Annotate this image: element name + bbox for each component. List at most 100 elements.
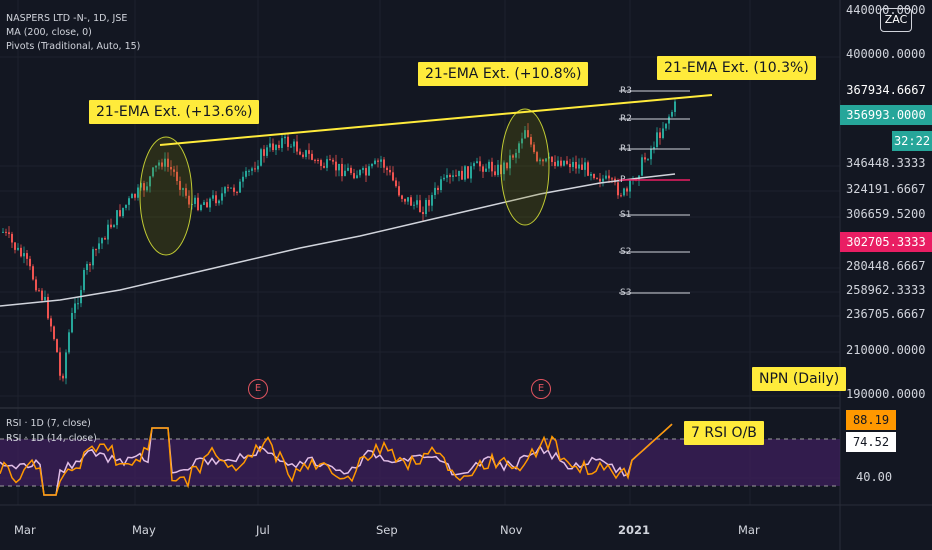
candle-body [395,180,397,187]
candle-body [491,161,493,172]
pivot-label-r2: R2 [620,114,632,124]
earnings-marker[interactable]: E [531,379,551,399]
candle-body [302,154,304,157]
candle-body [527,130,529,138]
callout-ema-1[interactable]: 21-EMA Ext. (+13.6%) [89,100,260,124]
ma-legend[interactable]: MA (200, close, 0) [6,27,92,38]
candle-body [176,171,178,182]
candle-body [248,170,250,172]
candle-body [650,148,652,160]
candle-body [134,193,136,198]
candle-body [389,170,391,173]
pivots-legend[interactable]: Pivots (Traditional, Auto, 15) [6,41,141,52]
price-tick-top: 440000.0000 [846,3,926,17]
candle-body [308,150,310,154]
candle-body [173,169,175,172]
rsi-14-legend[interactable]: RSI · 1D (14, close) [6,433,97,444]
candle-body [119,210,121,217]
candle-body [518,143,520,153]
candle-body [629,180,631,192]
price-tick: 346448.3333 [846,156,926,170]
candle-body [452,175,454,177]
candle-body [17,247,19,250]
candle-body [416,200,418,205]
candle-body [287,136,289,147]
candle-body [407,197,409,202]
candle-body [596,178,598,180]
candle-body [587,162,589,176]
candle-body [224,187,226,194]
candle-body [23,253,25,257]
candle-body [335,161,337,171]
candle-body [425,199,427,215]
highlight-ellipse-may[interactable] [139,136,193,256]
candle-body [86,264,88,271]
candle-body [530,137,532,145]
callout-ema-3[interactable]: 21-EMA Ext. (10.3%) [657,56,816,80]
candle-body [599,178,601,182]
candle-body [122,207,124,217]
candle-body [674,101,676,112]
resistance-trendline[interactable] [159,94,713,146]
highlight-ellipse-nov[interactable] [500,108,550,226]
candle-body [116,210,118,226]
candle-body [152,167,154,177]
candle-body [5,231,7,233]
price-tick: 324191.6667 [846,182,926,196]
candle-body [374,160,376,165]
candle-body [488,161,490,169]
callout-symbol[interactable]: NPN (Daily) [752,367,847,391]
candle-body [404,198,406,202]
candle-body [2,231,4,233]
candle-body [476,161,478,164]
pivot-label-r3: R3 [620,86,632,96]
candle-body [29,258,31,267]
candle-body [461,170,463,180]
candle-body [644,157,646,160]
candle-body [611,178,613,180]
candle-body [71,312,73,333]
candle-body [353,173,355,179]
candle-body [449,175,451,177]
candle-body [233,187,235,192]
candle-body [89,264,91,266]
price-tick: 236705.6667 [846,307,926,321]
candle-body [668,116,670,124]
candle-body [170,166,172,170]
candle-body [44,296,46,301]
candle-body [188,195,190,205]
candle-body [137,187,139,198]
candle-body [227,187,229,189]
candle-body [131,193,133,199]
candle-body [113,225,115,228]
candle-body [110,224,112,228]
candle-body [194,197,196,204]
candle-body [98,243,100,250]
rsi-7-legend[interactable]: RSI · 1D (7, close) [6,418,91,429]
candle-body [65,352,67,379]
callout-ema-2[interactable]: 21-EMA Ext. (+10.8%) [418,62,589,86]
candle-body [269,143,271,148]
candle-body [359,169,361,176]
candle-body [572,161,574,168]
candle-body [77,303,79,305]
candle-body [26,253,28,259]
callout-rsi[interactable]: 7 RSI O/B [684,421,764,445]
candle-body [422,212,424,215]
chart-title: NASPERS LTD -N-, 1D, JSE [6,13,128,24]
candle-body [11,233,13,243]
earnings-marker[interactable]: E [248,379,268,399]
candle-body [617,182,619,196]
candle-body [323,165,325,168]
candle-body [482,166,484,172]
candle-body [212,195,214,199]
candle-body [104,238,106,240]
candle-body [200,204,202,211]
candle-body [368,166,370,176]
candle-body [509,155,511,169]
candle-body [467,166,469,179]
candle-body [551,156,553,162]
candle-body [671,111,673,117]
candle-body [146,186,148,191]
